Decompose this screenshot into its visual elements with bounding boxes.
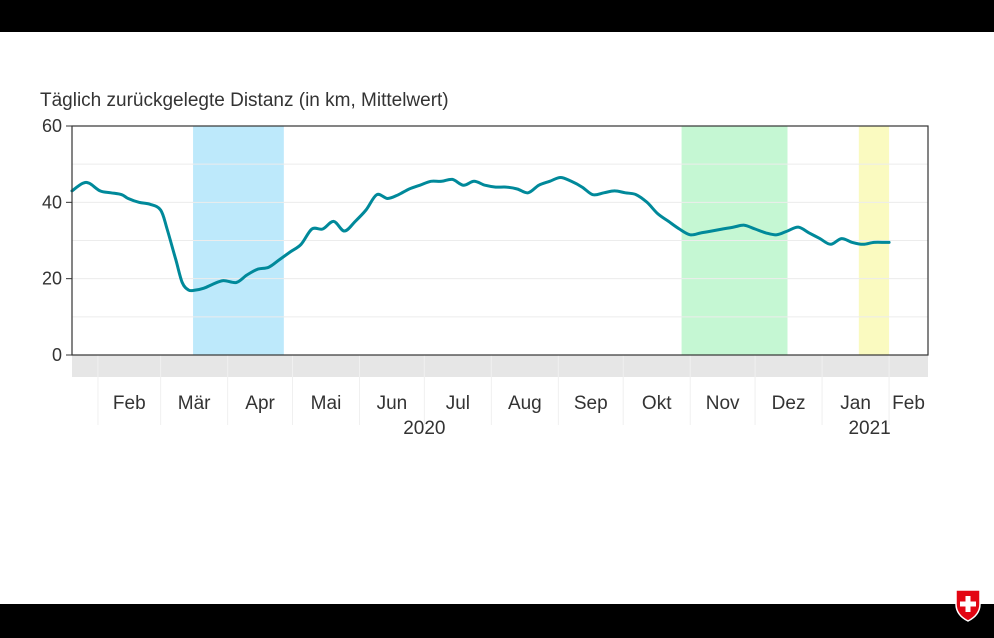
year-labels: 2020 2021 — [403, 418, 891, 439]
y-tick-label: 0 — [52, 345, 62, 365]
y-tick-label: 20 — [42, 269, 62, 289]
year-label: 2020 — [403, 418, 445, 439]
gridlines — [72, 163, 928, 318]
y-axis: 0 20 40 60 — [42, 116, 72, 365]
bottom-black-bar — [0, 604, 994, 638]
x-tick-label: Mär — [178, 393, 211, 414]
x-tick-label: Feb — [113, 393, 146, 414]
date-range-strip — [72, 355, 928, 377]
x-tick-label: Feb — [892, 393, 925, 414]
y-tick-label: 60 — [42, 116, 62, 136]
plot-frame — [71, 125, 929, 356]
x-tick-label: Aug — [508, 393, 542, 414]
year-label: 2021 — [848, 418, 890, 439]
swiss-shield-icon — [955, 589, 981, 622]
top-black-bar — [0, 0, 994, 32]
x-tick-label: Jul — [446, 393, 470, 414]
x-tick-label: Nov — [706, 393, 740, 414]
x-tick-label: Jan — [840, 393, 871, 414]
chart-title: Täglich zurückgelegte Distanz (in km, Mi… — [40, 90, 449, 111]
x-tick-label: Mai — [311, 393, 342, 414]
series-line — [70, 176, 891, 293]
x-tick-label: Sep — [574, 393, 608, 414]
x-tick-label: Apr — [245, 393, 275, 414]
x-axis: Feb Mär Apr Mai Jun Jul Aug Sep Okt Nov Dez Jan Feb — [97, 355, 925, 425]
x-tick-label: Dez — [772, 393, 806, 414]
x-tick-label: Okt — [642, 393, 672, 414]
y-tick-label: 40 — [42, 192, 62, 212]
x-tick-label: Jun — [377, 393, 408, 414]
